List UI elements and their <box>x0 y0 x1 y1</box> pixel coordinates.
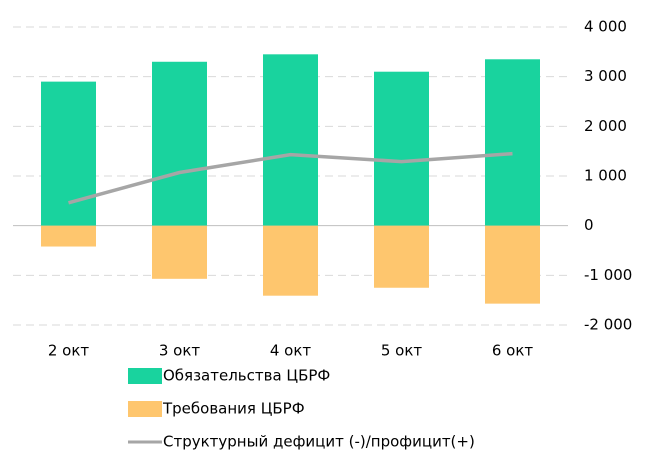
bar <box>41 81 96 226</box>
x-tick-label: 5 окт <box>381 342 423 360</box>
y-tick-label: 0 <box>584 216 594 234</box>
bar <box>374 225 429 288</box>
bar <box>263 54 318 226</box>
x-tick-label: 4 окт <box>270 342 312 360</box>
bar <box>485 225 540 304</box>
y-tick-label: -2 000 <box>584 316 632 334</box>
y-tick-label: 2 000 <box>584 117 627 135</box>
legend-swatch <box>128 401 162 417</box>
line-series <box>68 151 513 205</box>
y-tick-label: 4 000 <box>584 18 627 36</box>
legend-label: Обязательства ЦБРФ <box>163 367 330 385</box>
legend-label: Требования ЦБРФ <box>162 400 305 418</box>
bar <box>485 59 540 226</box>
legend-label: Структурный дефицит (-)/профицит(+) <box>163 433 475 450</box>
x-tick-label: 6 окт <box>492 342 534 360</box>
y-tick-label: 1 000 <box>584 167 627 185</box>
x-tick-label: 2 окт <box>48 342 90 360</box>
legend-swatch <box>128 368 162 384</box>
bar <box>152 225 207 279</box>
bar <box>41 225 96 247</box>
y-tick-label: 3 000 <box>584 67 627 85</box>
bar <box>263 225 318 296</box>
y-tick-label: -1 000 <box>584 266 632 284</box>
bar <box>374 71 429 226</box>
x-tick-label: 3 окт <box>159 342 201 360</box>
bar <box>152 61 207 226</box>
